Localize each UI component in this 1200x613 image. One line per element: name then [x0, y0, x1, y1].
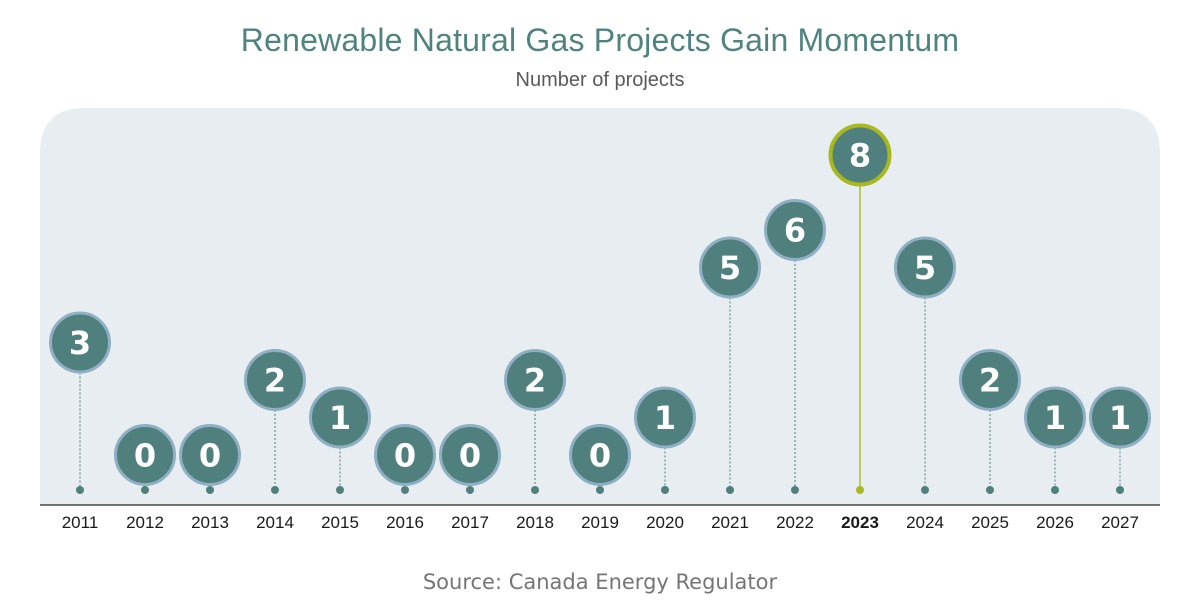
data-label-2019: 0 — [589, 437, 611, 475]
data-label-2026: 1 — [1044, 399, 1066, 437]
bubble-2019: 0 — [569, 424, 631, 486]
x-tick-label-2021: 2021 — [711, 513, 749, 532]
base-dot-2024 — [921, 486, 929, 494]
x-tick-label-2025: 2025 — [971, 513, 1009, 532]
bubble-circle-2014 — [244, 349, 306, 411]
base-dot-2027 — [1116, 486, 1124, 494]
bubble-2027: 1 — [1089, 386, 1151, 449]
bubble-2011: 3 — [49, 311, 111, 374]
x-tick-label-2022: 2022 — [776, 513, 814, 532]
bubble-circle-2024 — [894, 236, 956, 299]
bubble-circle-2027 — [1089, 386, 1151, 449]
bubble-circle-2020 — [634, 386, 696, 449]
chart-subtitle: Number of projects — [515, 69, 685, 91]
base-dot-2016 — [401, 486, 409, 494]
base-dot-2025 — [986, 486, 994, 494]
base-dot-2018 — [531, 486, 539, 494]
x-tick-label-2019: 2019 — [581, 513, 619, 532]
bubble-2015: 1 — [309, 386, 371, 449]
data-label-2020: 1 — [654, 399, 676, 437]
bubble-circle-2018 — [504, 349, 566, 411]
base-dot-2026 — [1051, 486, 1059, 494]
bubble-circle-2017 — [439, 424, 501, 486]
data-label-2024: 5 — [914, 249, 936, 287]
bubble-2022: 6 — [764, 199, 826, 261]
bubble-circle-2015 — [309, 386, 371, 449]
x-tick-label-2016: 2016 — [386, 513, 424, 532]
x-tick-label-2015: 2015 — [321, 513, 359, 532]
base-dot-2020 — [661, 486, 669, 494]
data-label-2023: 8 — [849, 137, 871, 175]
base-dot-2023 — [856, 486, 864, 494]
data-label-2018: 2 — [524, 362, 546, 400]
base-dot-2015 — [336, 486, 344, 494]
base-dot-2022 — [791, 486, 799, 494]
x-tick-label-2024: 2024 — [906, 513, 944, 532]
bubble-2024: 5 — [894, 236, 956, 299]
data-label-2012: 0 — [134, 437, 156, 475]
base-dot-2014 — [271, 486, 279, 494]
x-tick-label-2026: 2026 — [1036, 513, 1074, 532]
x-tick-label-2023: 2023 — [841, 513, 879, 532]
bubble-2018: 2 — [504, 349, 566, 411]
base-dot-2011 — [76, 486, 84, 494]
bubble-2013: 0 — [179, 424, 241, 486]
bubble-circle-2022 — [764, 199, 826, 261]
data-label-2015: 1 — [329, 399, 351, 437]
bubble-2016: 0 — [374, 424, 436, 486]
bubble-2023: 8 — [828, 123, 892, 187]
data-label-2021: 5 — [719, 249, 741, 287]
x-tick-label-2027: 2027 — [1101, 513, 1139, 532]
base-dot-2013 — [206, 486, 214, 494]
bubble-2017: 0 — [439, 424, 501, 486]
bubble-circle-2026 — [1024, 386, 1086, 449]
bubble-2020: 1 — [634, 386, 696, 449]
chart-source: Source: Canada Energy Regulator — [422, 570, 778, 594]
data-label-2011: 3 — [69, 324, 91, 362]
bubble-circle-2025 — [959, 349, 1021, 411]
bubble-circle-2019 — [569, 424, 631, 486]
data-label-2016: 0 — [394, 437, 416, 475]
bubble-circle-2012 — [114, 424, 176, 486]
chart-title: Renewable Natural Gas Projects Gain Mome… — [240, 22, 960, 58]
bubble-2021: 5 — [699, 236, 761, 299]
data-label-2027: 1 — [1109, 399, 1131, 437]
bubble-circle-2023 — [828, 123, 892, 187]
x-tick-label-2011: 2011 — [62, 513, 99, 532]
bubble-circle-2013 — [179, 424, 241, 486]
base-dot-2012 — [141, 486, 149, 494]
base-dot-2017 — [466, 486, 474, 494]
bubble-circle-2016 — [374, 424, 436, 486]
base-dot-2019 — [596, 486, 604, 494]
x-tick-label-2017: 2017 — [451, 513, 489, 532]
bubble-circle-2021 — [699, 236, 761, 299]
bubble-2012: 0 — [114, 424, 176, 486]
base-dot-2021 — [726, 486, 734, 494]
x-tick-label-2012: 2012 — [126, 513, 164, 532]
bubble-2025: 2 — [959, 349, 1021, 411]
data-label-2013: 0 — [199, 437, 221, 475]
data-label-2014: 2 — [264, 362, 286, 400]
x-tick-label-2020: 2020 — [646, 513, 684, 532]
bubble-2014: 2 — [244, 349, 306, 411]
bubble-2026: 1 — [1024, 386, 1086, 449]
x-tick-label-2018: 2018 — [516, 513, 554, 532]
data-label-2017: 0 — [459, 437, 481, 475]
x-tick-label-2013: 2013 — [191, 513, 229, 532]
data-label-2022: 6 — [784, 212, 806, 250]
bubble-circle-2011 — [49, 311, 111, 374]
data-label-2025: 2 — [979, 362, 1001, 400]
x-tick-label-2014: 2014 — [256, 513, 294, 532]
